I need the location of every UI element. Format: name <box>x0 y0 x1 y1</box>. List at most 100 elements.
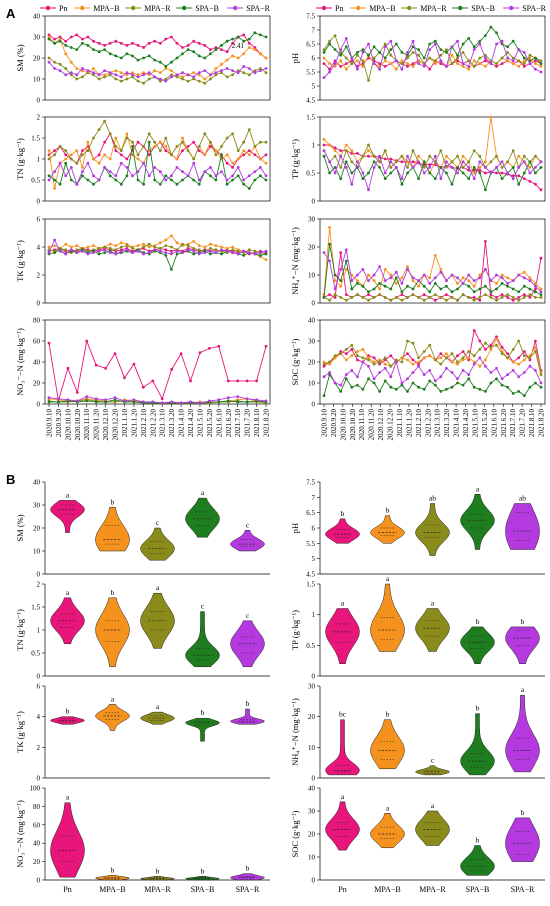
plot-frame-pH <box>319 15 546 101</box>
data-point-NH4-3-2 <box>333 273 337 277</box>
data-point-SM-3-7 <box>86 44 90 47</box>
data-point-NO3-2-7 <box>113 400 117 404</box>
data-point-SM-3-24 <box>181 52 184 56</box>
data-point-TK-2-21 <box>164 244 168 248</box>
data-point-TN-2-2 <box>58 145 62 148</box>
y-tick-label-SM-1: 10 <box>33 76 41 84</box>
y-tick-label-NH4-1: 10 <box>308 272 316 280</box>
data-point-NO3-4-11 <box>151 400 155 404</box>
data-point-TN-0-26 <box>192 140 196 144</box>
data-point-TK-4-29 <box>209 249 212 253</box>
data-point-TK-4-38 <box>259 251 262 255</box>
legend-label-3: SPA−B <box>471 4 495 13</box>
data-point-NH4-3-19 <box>428 290 432 294</box>
data-point-TP-3-14 <box>400 182 404 186</box>
data-point-TK-4-16 <box>136 249 140 253</box>
data-point-SOC-2-5 <box>350 343 354 347</box>
data-point-NO3-0-8 <box>123 376 126 380</box>
significance-letter-NH4-0: bc <box>339 710 347 719</box>
data-point-TK-4-35 <box>242 249 246 253</box>
data-point-pH-1-24 <box>456 62 459 65</box>
violin-SM-4 <box>230 530 265 552</box>
data-point-NO3-4-12 <box>160 401 164 405</box>
data-point-SM-3-35 <box>242 39 246 43</box>
category-label-NO3-2: MPA−R <box>144 885 171 894</box>
y-axis-label-b-NO3: NO₃⁻−N (mg·kg⁻¹) <box>15 800 25 868</box>
data-point-SM-1-18 <box>147 73 151 77</box>
data-point-TK-4-28 <box>203 251 207 255</box>
data-point-NH4-2-33 <box>506 293 509 296</box>
data-point-NH4-4-27 <box>472 279 476 282</box>
y-tick-label-b-SM-4: 40 <box>33 479 41 487</box>
data-point-TN-4-15 <box>131 174 134 178</box>
data-point-NH4-4-15 <box>406 268 409 271</box>
data-point-TN-2-7 <box>86 149 90 153</box>
data-point-SM-2-3 <box>64 67 68 70</box>
data-point-TN-0-3 <box>64 153 68 157</box>
series-line-NH4-2 <box>323 294 541 301</box>
data-point-TK-2-3 <box>64 248 68 252</box>
significance-letter-pH-0: b <box>341 509 345 518</box>
category-label-SOC-4: SPA−R <box>511 885 535 894</box>
data-point-SM-1-20 <box>158 71 162 75</box>
significance-letter-pH-4: ab <box>519 493 526 502</box>
data-point-SOC-3-31 <box>495 377 498 381</box>
series-line-TN-1 <box>48 133 267 189</box>
x-tick-label-SOC-6: 2020.12.10 <box>377 409 385 441</box>
data-point-SOC-4-11 <box>383 366 387 370</box>
data-point-TN-1-33 <box>231 161 235 165</box>
data-point-TK-1-27 <box>197 244 201 248</box>
data-point-TN-1-6 <box>81 166 84 169</box>
data-point-SOC-3-12 <box>389 385 393 389</box>
data-point-NO3-0-18 <box>217 344 221 348</box>
data-point-TP-4-13 <box>394 166 398 169</box>
data-point-TN-1-36 <box>247 153 251 157</box>
data-point-pH-2-4 <box>344 56 348 60</box>
y-axis-label-b-NH4: NH₄⁺−N (mg·kg⁻¹) <box>290 698 300 766</box>
data-point-NH4-4-23 <box>450 273 454 277</box>
significance-letter-TP-0: a <box>341 599 345 608</box>
data-point-SOC-2-19 <box>428 343 432 347</box>
y-tick-label-b-SOC-2: 20 <box>308 831 316 839</box>
data-point-TN-3-22 <box>170 178 173 182</box>
x-tick-label-SOC-12: 2021.3.10 <box>434 409 442 438</box>
series-line-TN-2 <box>48 120 266 164</box>
data-point-SM-0-22 <box>170 35 173 39</box>
data-point-SM-0-36 <box>247 41 251 45</box>
data-point-SM-1-35 <box>242 52 246 56</box>
data-point-pH-0-24 <box>456 59 459 63</box>
data-point-NH4-2-34 <box>511 296 515 299</box>
data-point-TK-2-5 <box>75 248 79 252</box>
data-point-SM-0-24 <box>181 46 184 49</box>
data-point-TP-3-20 <box>433 177 437 181</box>
data-point-NH4-2-23 <box>450 296 454 299</box>
data-point-SOC-3-6 <box>356 383 359 387</box>
y-tick-label-b-SOC-0: 0 <box>312 877 316 885</box>
data-point-SOC-3-20 <box>433 383 437 387</box>
data-point-pH-4-15 <box>406 51 409 54</box>
data-point-SM-3-6 <box>81 41 84 45</box>
data-point-pH-0-4 <box>344 62 348 65</box>
data-point-TP-4-2 <box>333 171 337 175</box>
data-point-TK-3-38 <box>259 254 262 257</box>
x-tick-label-SOC-5: 2020.11.20 <box>368 409 376 441</box>
data-point-pH-3-36 <box>522 56 526 60</box>
data-point-SOC-0-16 <box>411 358 415 362</box>
data-point-TP-1-2 <box>333 149 337 153</box>
data-point-NH4-2-16 <box>411 293 415 296</box>
series-line-pH-1 <box>323 54 542 70</box>
data-point-NH4-0-29 <box>484 240 487 243</box>
series-line-pH-3 <box>323 26 542 64</box>
data-point-NH4-3-3 <box>339 279 343 282</box>
data-point-pH-3-3 <box>339 53 343 57</box>
data-point-pH-4-1 <box>328 70 331 74</box>
data-point-TN-2-38 <box>259 140 262 144</box>
data-point-NH4-2-1 <box>328 298 331 302</box>
data-point-TN-2-11 <box>108 132 112 136</box>
data-point-NH4-1-13 <box>394 282 398 285</box>
x-tick-label-NO3-14: 2021.4.10 <box>178 409 186 438</box>
data-point-SOC-4-2 <box>333 381 337 385</box>
data-point-SM-2-1 <box>53 60 56 64</box>
y-tick-label-TN-2: 1 <box>37 156 41 164</box>
violin-TN-3 <box>185 611 220 668</box>
